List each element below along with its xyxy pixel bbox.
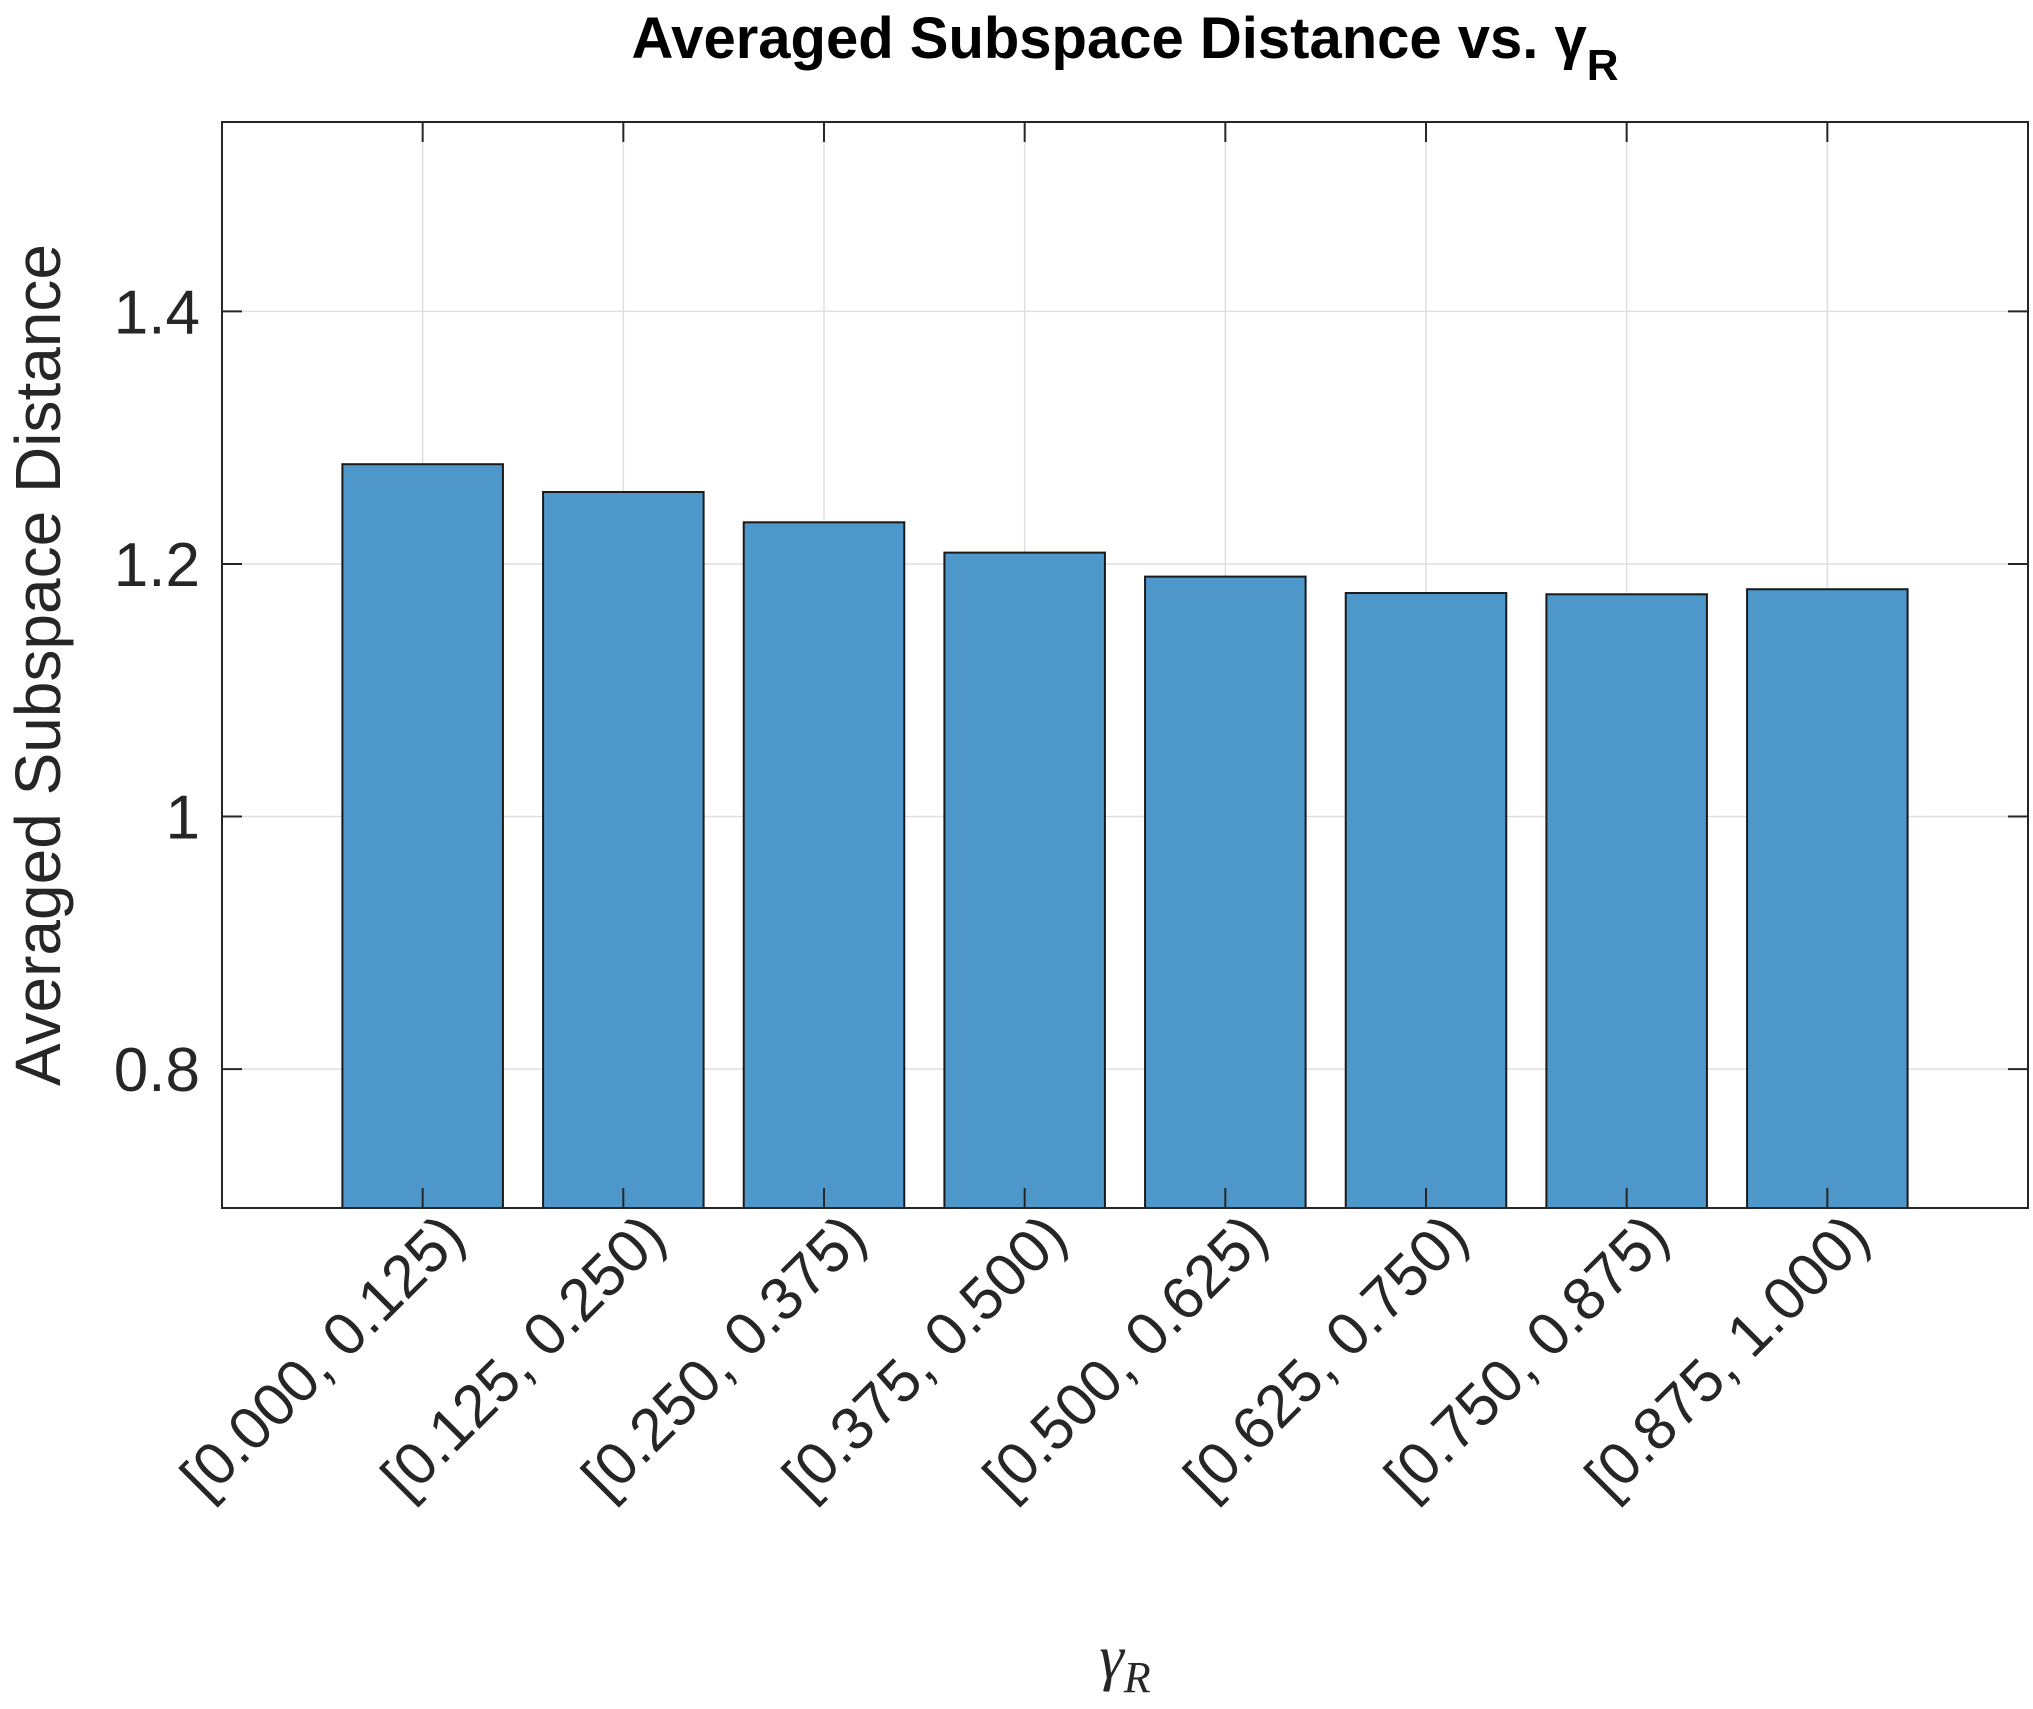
- bar-2: [542, 490, 705, 1209]
- bar-7: [1545, 593, 1708, 1209]
- bar-8: [1746, 588, 1909, 1209]
- y-tick-label: 1.2: [114, 531, 200, 600]
- bar-group: [341, 463, 1909, 1209]
- x-axis-label-subscript: R: [1123, 1653, 1151, 1702]
- axis-ticks: [222, 122, 2028, 1208]
- y-tick-labels: 0.8 1 1.2 1.4: [114, 278, 200, 1105]
- chart-title-subscript: R: [1587, 41, 1619, 90]
- x-tick-labels: [0.000, 0.125)[0.125, 0.250)[0.250, 0.37…: [168, 1202, 1882, 1511]
- bar-1: [341, 463, 504, 1209]
- y-tick-label: 0.8: [114, 1036, 200, 1105]
- bar-6: [1344, 592, 1508, 1209]
- chart-title-main: Averaged Subspace Distance vs. γ: [631, 6, 1587, 71]
- bar-5: [1144, 575, 1307, 1209]
- x-axis-label-main: γ: [1099, 1624, 1125, 1692]
- y-axis-label: Averaged Subspace Distance: [2, 244, 74, 1086]
- x-axis-label: γR: [1099, 1624, 1150, 1702]
- y-tick-label: 1: [166, 784, 200, 853]
- bar-3: [742, 521, 906, 1209]
- chart-title: Averaged Subspace Distance vs. γR: [631, 6, 1618, 90]
- plot-area-frame: [221, 121, 2029, 1209]
- bar-4: [943, 551, 1106, 1209]
- y-tick-label: 1.4: [114, 278, 200, 347]
